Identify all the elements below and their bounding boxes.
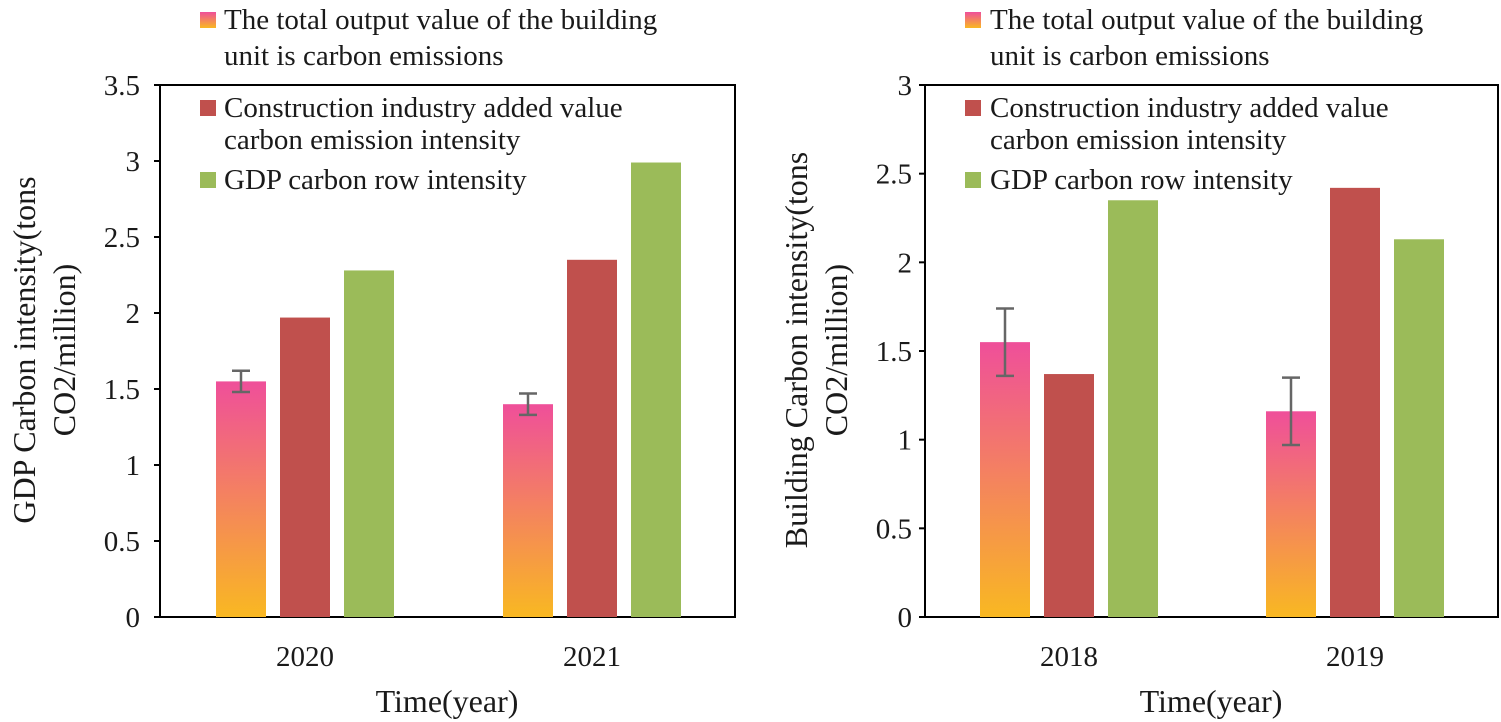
y-tick-label: 0 (898, 602, 913, 634)
y-axis-title-line: CO2/million) (818, 264, 854, 436)
x-tick-label: 2020 (276, 641, 334, 673)
y-tick-label: 2 (126, 298, 141, 330)
legend-entry-0: unit is carbon emissions (990, 40, 1270, 72)
legend-swatch-1 (200, 100, 216, 116)
y-tick-label: 1 (126, 450, 141, 482)
legend-entry-0: unit is carbon emissions (224, 40, 504, 72)
y-tick-label: 3.5 (104, 70, 140, 102)
bar-gdp-intensity-2020 (344, 270, 394, 617)
y-tick-label: 0.5 (876, 513, 912, 545)
x-tick-label: 2019 (1326, 641, 1384, 673)
y-tick-label: 1.5 (104, 374, 140, 406)
y-tick-label: 2.5 (104, 222, 140, 254)
bar-gdp-intensity-2021 (631, 162, 681, 617)
bar-gdp-intensity-2018 (1108, 200, 1158, 617)
legend-entry-1: Construction industry added value (990, 92, 1389, 124)
y-tick-label: 1.5 (876, 336, 912, 368)
bar-construction-added-value-2021 (567, 259, 617, 617)
y-tick-label: 1 (898, 425, 913, 457)
legend-entry-1: Construction industry added value (224, 92, 623, 124)
legend-entry-2: GDP carbon row intensity (990, 164, 1293, 196)
x-tick-label: 2021 (563, 641, 621, 673)
legend-entry-1: carbon emission intensity (224, 124, 521, 156)
left-chart: 0 0.5 1 1.5 2 2.5 3 3.5 2020 2021 Time(year) GDP Ca… (6, 4, 736, 719)
legend-entry-0: The total output value of the building (224, 4, 657, 36)
right-chart: 0 0.5 1 1.5 2 2.5 3 2018 2019 Time(year) Building … (778, 4, 1499, 719)
y-tick-label: 2 (898, 247, 913, 279)
bar-construction-added-value-2019 (1330, 187, 1380, 617)
legend-swatch-1 (965, 100, 981, 116)
legend-swatch-0 (200, 12, 216, 28)
y-axis-title-line: GDP Carbon intensity(tons (6, 176, 42, 523)
y-axis-title-line: CO2/million) (46, 264, 82, 436)
y-axis-title-line: Building Carbon intensity(tons (778, 152, 814, 548)
legend-entry-1: carbon emission intensity (990, 124, 1287, 156)
bar-gdp-intensity-2019 (1394, 239, 1444, 617)
bar-building-output-2018 (980, 342, 1030, 617)
y-tick-label: 0.5 (104, 526, 140, 558)
y-tick-label: 0 (126, 602, 141, 634)
x-axis-title: Time(year) (376, 683, 519, 719)
y-tick-label: 2.5 (876, 159, 912, 191)
y-tick-label: 3 (898, 70, 913, 102)
bar-construction-added-value-2018 (1044, 374, 1094, 617)
bar-building-output-2020 (216, 381, 266, 617)
bar-construction-added-value-2020 (280, 317, 330, 617)
bar-building-output-2021 (503, 404, 553, 617)
x-axis-title: Time(year) (1140, 683, 1283, 719)
y-tick-label: 3 (126, 146, 141, 178)
legend-swatch-2 (965, 172, 981, 188)
x-tick-label: 2018 (1040, 641, 1098, 673)
plot-frame (159, 84, 736, 618)
legend-entry-2: GDP carbon row intensity (224, 164, 527, 196)
legend-entry-0: The total output value of the building (990, 4, 1423, 36)
legend-swatch-0 (965, 12, 981, 28)
legend-swatch-2 (200, 172, 216, 188)
